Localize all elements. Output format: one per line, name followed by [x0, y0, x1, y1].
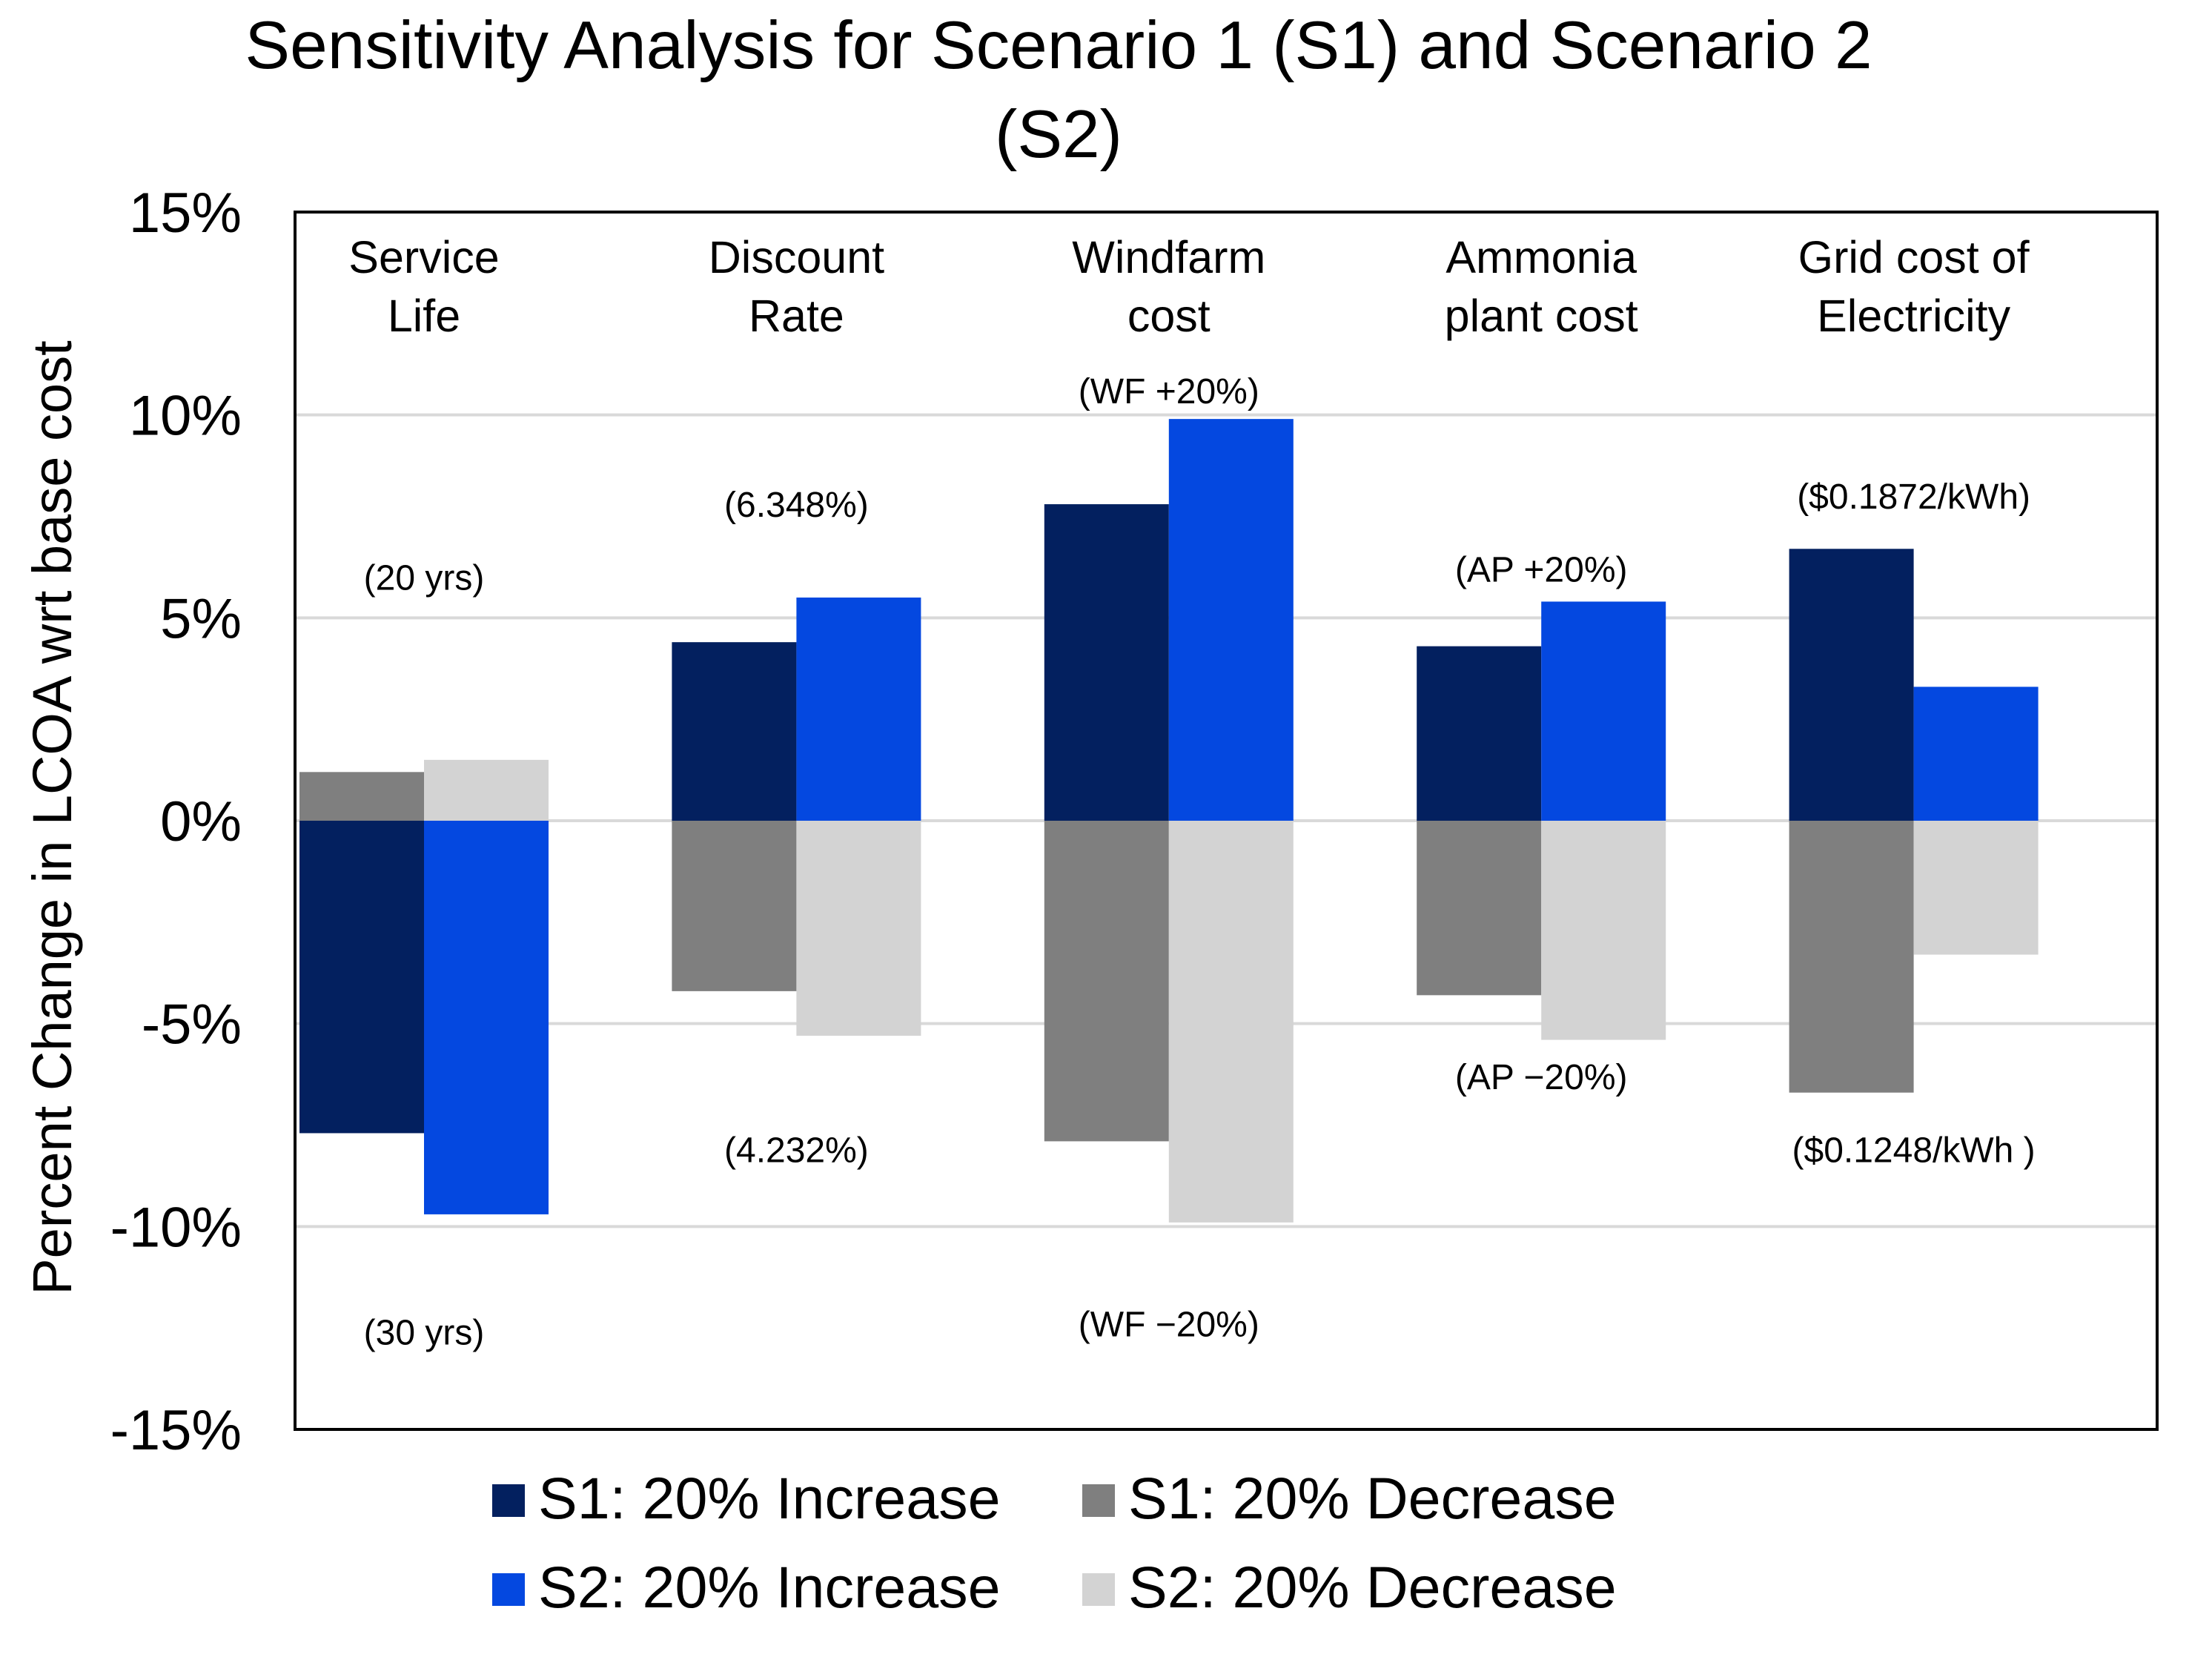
legend-label-s2-dec: S2: 20% Decrease	[1128, 1554, 1617, 1620]
bar-s1-dec-windfarm-cost	[1044, 821, 1169, 1142]
category-label-discount-rate-line-2: Rate	[749, 291, 844, 341]
annotation-discount-rate-upper: (6.348%)	[724, 486, 869, 525]
legend-label-s1-inc: S1: 20% Increase	[538, 1465, 1001, 1531]
annotation-grid-lower: ($0.1248/kWh )	[1792, 1131, 2036, 1170]
category-label-discount-rate-line-1: Discount	[709, 232, 884, 282]
annotation-service-life-upper: (20 yrs)	[364, 559, 485, 598]
bars	[299, 419, 2039, 1223]
bar-s1-inc-ammonia-plant-cost	[1417, 646, 1542, 821]
y-tick-label: 5%	[160, 587, 242, 650]
legend-item-s2-inc: S2: 20% Increase	[492, 1554, 1001, 1620]
category-label-service-life-line-1: Service	[348, 232, 499, 282]
bar-s1-dec-service-life	[299, 772, 424, 821]
category-label-grid-cost-line-2: Electricity	[1817, 291, 2010, 341]
bar-s1-dec-grid-cost	[1789, 821, 1914, 1093]
y-axis-title: Percent Change in LCOA wrt base cost	[21, 340, 83, 1295]
chart-title: Sensitivity Analysis for Scenario 1 (S1)…	[245, 8, 1872, 172]
category-label-ammonia-plant-cost-line-1: Ammonia	[1445, 232, 1637, 282]
annotation-discount-rate-lower: (4.232%)	[724, 1131, 869, 1170]
legend-item-s2-dec: S2: 20% Decrease	[1082, 1554, 1617, 1620]
y-tick-label: 15%	[129, 182, 242, 245]
bar-s2-inc-discount-rate	[796, 597, 921, 821]
annotation-grid-upper: ($0.1872/kWh)	[1797, 477, 2030, 517]
legend-swatch-s2-dec	[1082, 1573, 1115, 1606]
y-tick-label: 0%	[160, 790, 242, 853]
bar-s2-dec-ammonia-plant-cost	[1541, 821, 1666, 1040]
annotation-windfarm-lower: (WF −20%)	[1079, 1306, 1259, 1345]
bar-s2-dec-service-life	[424, 759, 549, 821]
bar-s1-inc-grid-cost	[1789, 549, 1914, 821]
category-label-service-life-line-2: Life	[388, 291, 460, 341]
annotations: (20 yrs) (30 yrs) (6.348%) (4.232%) (WF +20%…	[364, 372, 2036, 1353]
y-tick-label: -10%	[110, 1196, 242, 1259]
plot-frame	[294, 211, 2159, 1431]
legend-item-s1-inc: S1: 20% Increase	[492, 1465, 1001, 1531]
bar-s2-inc-service-life	[424, 821, 549, 1214]
legend: S1: 20% Increase S1: 20% Decrease S2: 20% …	[492, 1465, 1617, 1620]
legend-swatch-s2-inc	[492, 1573, 525, 1606]
y-tick-label: -15%	[110, 1399, 242, 1462]
bar-s2-inc-windfarm-cost	[1168, 419, 1294, 821]
bar-s2-dec-grid-cost	[1913, 821, 2039, 955]
annotation-ammonia-lower: (AP −20%)	[1455, 1058, 1628, 1097]
bar-s1-inc-discount-rate	[672, 642, 797, 821]
bar-s2-inc-ammonia-plant-cost	[1541, 601, 1666, 821]
y-tick-label: -5%	[142, 993, 242, 1056]
category-label-windfarm-cost-line-2: cost	[1127, 291, 1211, 341]
chart-title-line-2: (S2)	[995, 97, 1122, 172]
category-label-windfarm-cost-line-1: Windfarm	[1072, 232, 1265, 282]
category-label-grid-cost-line-1: Grid cost of	[1798, 232, 2030, 282]
bar-s1-inc-windfarm-cost	[1044, 504, 1169, 821]
bar-s1-dec-ammonia-plant-cost	[1417, 821, 1542, 996]
bar-s2-dec-discount-rate	[796, 821, 921, 1036]
legend-label-s2-inc: S2: 20% Increase	[538, 1554, 1001, 1620]
annotation-service-life-lower: (30 yrs)	[364, 1314, 485, 1353]
legend-swatch-s1-dec	[1082, 1484, 1115, 1517]
legend-label-s1-dec: S1: 20% Decrease	[1128, 1465, 1617, 1531]
legend-swatch-s1-inc	[492, 1484, 525, 1517]
category-label-ammonia-plant-cost-line-2: plant cost	[1445, 291, 1638, 341]
category-labels: Service Life Discount Rate Windfarm cost Ammon…	[348, 232, 2030, 341]
annotation-ammonia-upper: (AP +20%)	[1455, 551, 1628, 590]
bar-s2-dec-windfarm-cost	[1168, 821, 1294, 1223]
y-axis-ticks: 15% 10% 5% 0% -5% -10% -15%	[110, 182, 242, 1462]
bar-s2-inc-grid-cost	[1913, 687, 2039, 821]
plot-area-border	[294, 211, 2159, 1431]
annotation-windfarm-upper: (WF +20%)	[1079, 372, 1259, 411]
y-tick-label: 10%	[129, 385, 242, 448]
bar-s1-inc-service-life	[299, 821, 424, 1134]
bar-s1-dec-discount-rate	[672, 821, 797, 991]
chart-title-line-1: Sensitivity Analysis for Scenario 1 (S1)…	[245, 8, 1872, 83]
legend-item-s1-dec: S1: 20% Decrease	[1082, 1465, 1617, 1531]
